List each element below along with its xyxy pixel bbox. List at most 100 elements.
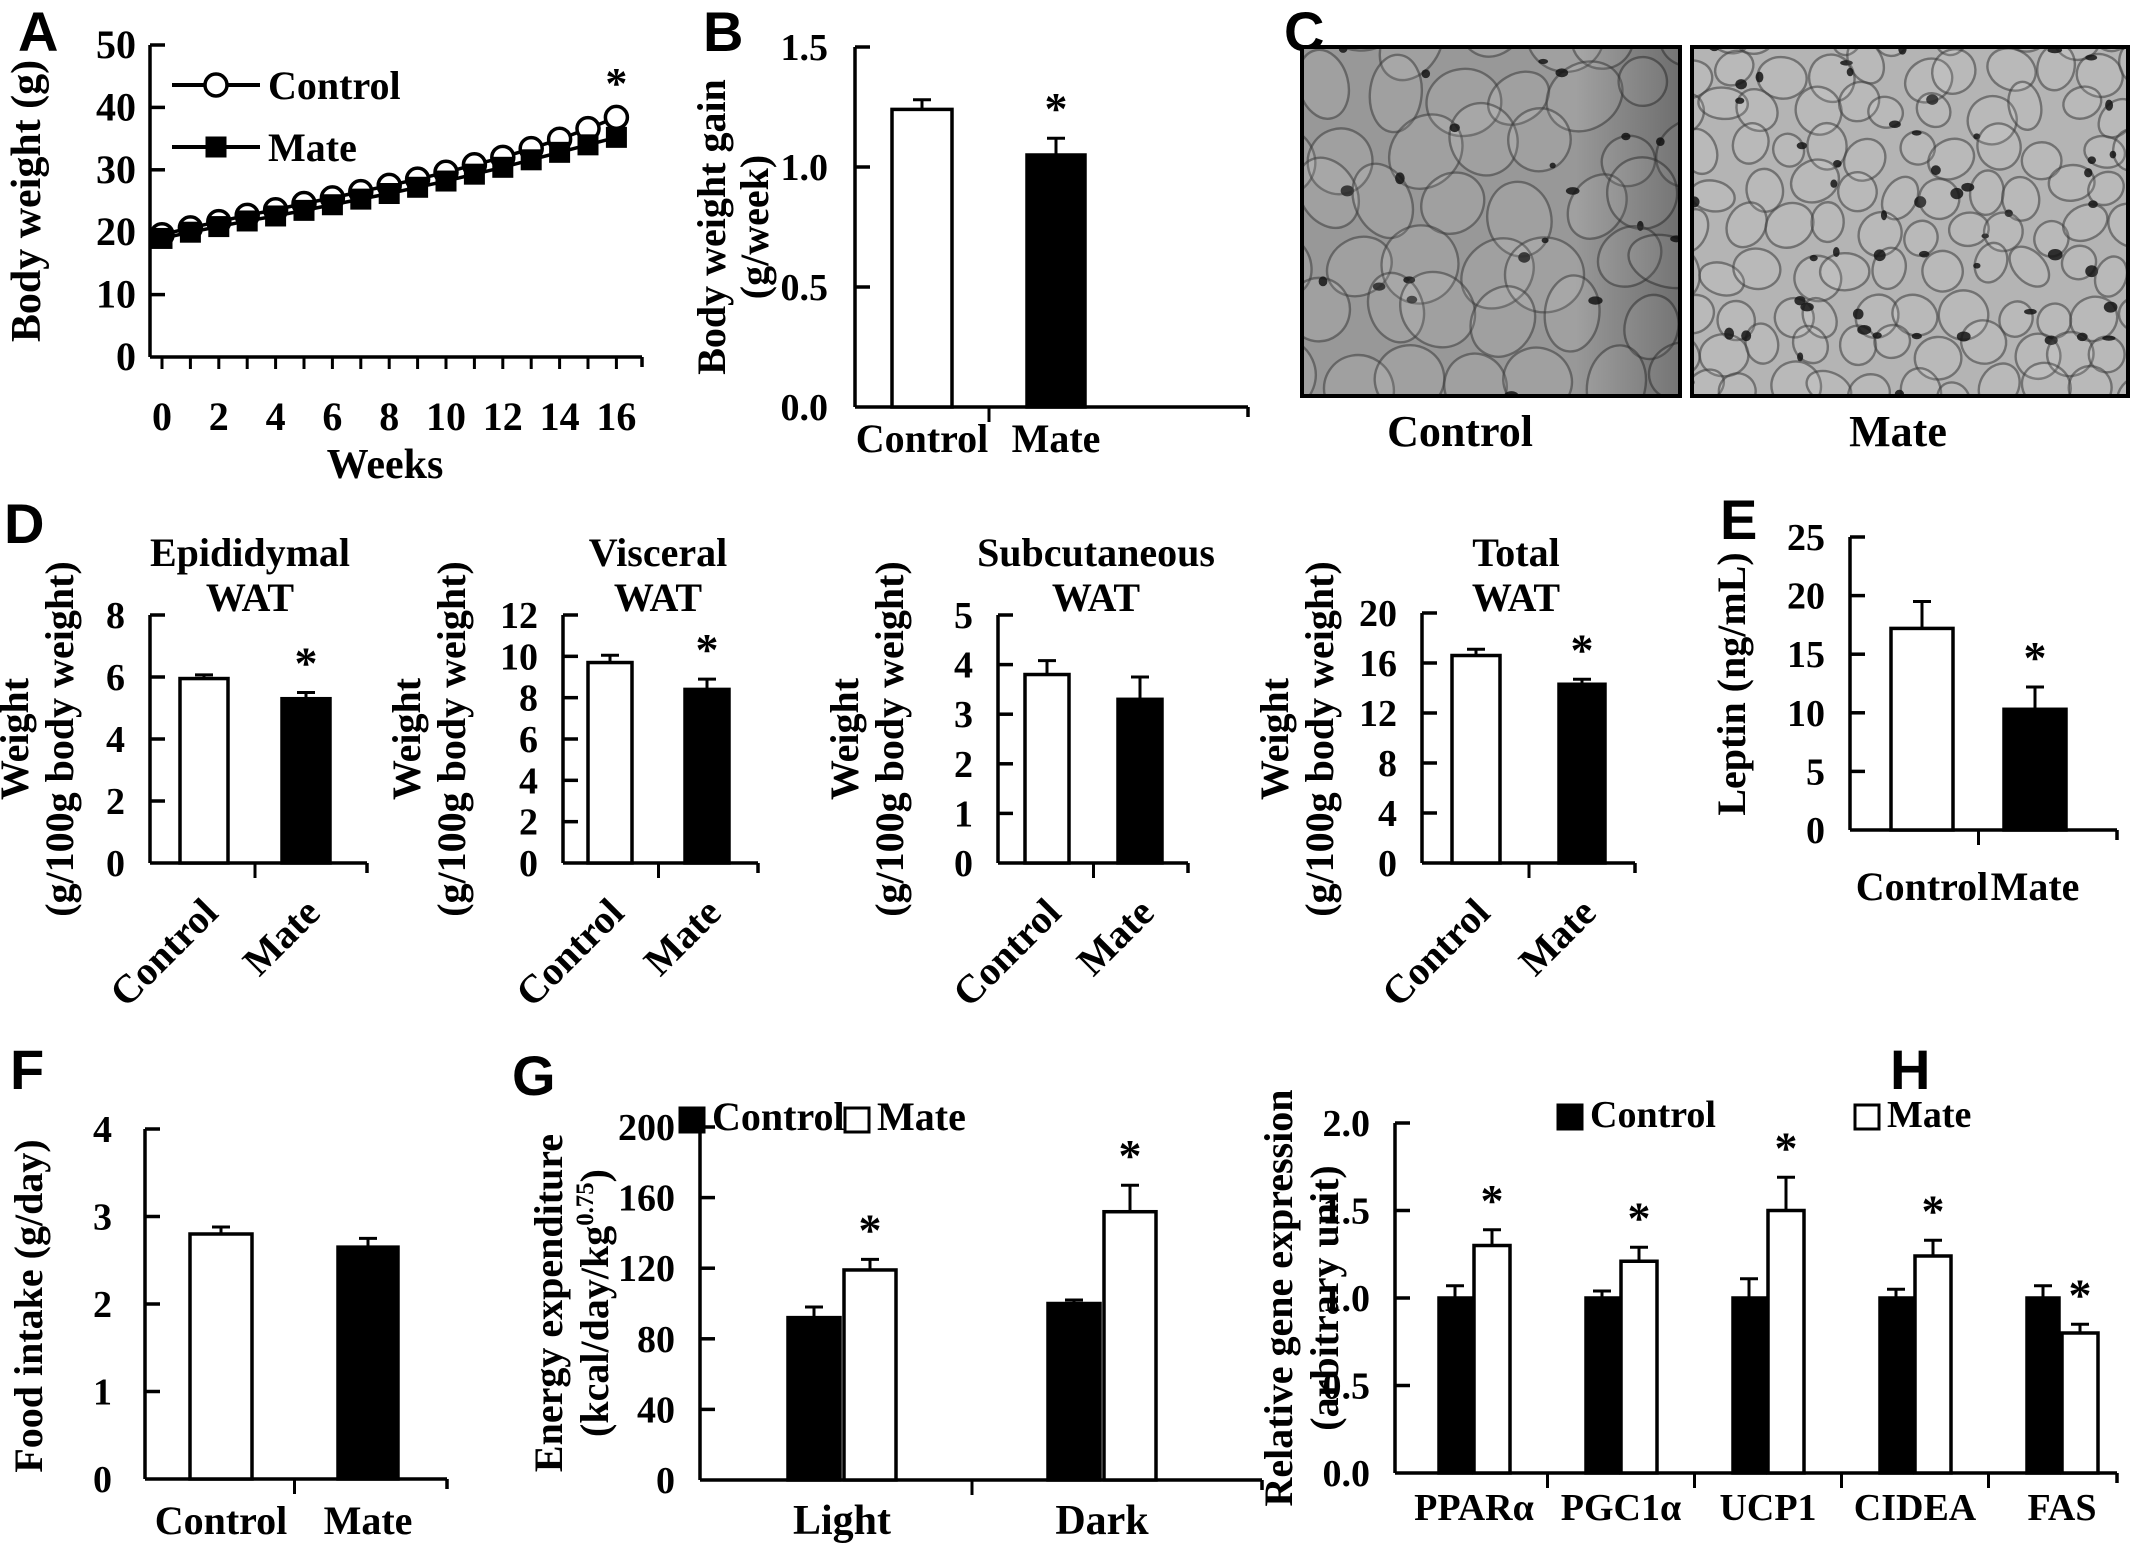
svg-text:PGC1α: PGC1α (1561, 1487, 1681, 1529)
svg-text:*: * (1628, 1192, 1651, 1243)
panel-label-e: E (1720, 488, 1758, 551)
panel-label-a: A (18, 0, 59, 63)
histology-label-mate: Mate (1849, 407, 1947, 456)
svg-text:0: 0 (656, 1460, 675, 1502)
svg-text:Weight: Weight (1252, 677, 1297, 800)
svg-text:Weight: Weight (822, 677, 867, 800)
svg-text:Mate: Mate (324, 1498, 413, 1543)
svg-text:*: * (859, 1204, 882, 1255)
svg-text:*: * (1045, 83, 1068, 134)
svg-text:(g/100g body weight): (g/100g body weight) (429, 561, 474, 917)
svg-text:Mate: Mate (1887, 1094, 1971, 1136)
svg-text:Weeks: Weeks (327, 442, 444, 488)
svg-text:FAS: FAS (2028, 1487, 2097, 1529)
svg-text:4: 4 (266, 394, 286, 439)
svg-text:*: * (1922, 1185, 1945, 1236)
svg-text:2: 2 (954, 744, 973, 786)
svg-text:Mate: Mate (268, 125, 357, 170)
svg-text:Weight: Weight (384, 677, 429, 800)
svg-text:0: 0 (519, 843, 538, 885)
svg-text:(g/100g body weight): (g/100g body weight) (1297, 561, 1342, 917)
svg-text:2: 2 (93, 1284, 112, 1326)
svg-text:*: * (1481, 1175, 1504, 1226)
svg-text:3: 3 (93, 1197, 112, 1239)
svg-text:12: 12 (483, 394, 523, 439)
svg-text:0.0: 0.0 (1323, 1453, 1371, 1495)
chart-panel-f: Food intake (g/day) 0 1 2 3 4 Control Mate (6, 1109, 449, 1543)
svg-text:CIDEA: CIDEA (1854, 1487, 1977, 1529)
svg-text:Epididymal: Epididymal (150, 530, 350, 575)
svg-text:40: 40 (96, 84, 136, 129)
svg-text:*: * (1119, 1130, 1142, 1181)
svg-text:WAT: WAT (206, 575, 294, 620)
svg-text:1.0: 1.0 (781, 147, 829, 189)
svg-text:0: 0 (116, 334, 136, 379)
svg-text:1: 1 (954, 793, 973, 835)
svg-text:*: * (2024, 632, 2047, 683)
svg-text:Food intake (g/day): Food intake (g/day) (6, 1139, 51, 1472)
svg-text:Control: Control (944, 890, 1070, 1016)
svg-text:(arbitrary unit): (arbitrary unit) (1302, 1165, 1347, 1431)
svg-text:PPARα: PPARα (1414, 1487, 1534, 1529)
svg-text:0: 0 (93, 1459, 112, 1501)
svg-text:Total: Total (1472, 530, 1559, 575)
histology-image-mate (1690, 45, 2130, 398)
svg-text:Weight: Weight (0, 677, 37, 800)
svg-text:Relative gene expression: Relative gene expression (1256, 1090, 1301, 1507)
svg-text:1.5: 1.5 (781, 27, 829, 69)
svg-text:10: 10 (500, 636, 538, 678)
svg-text:16: 16 (596, 394, 636, 439)
svg-text:Control: Control (1856, 864, 1989, 909)
chart-panel-g: Energy expenditure (kcal/day/kg0.75) 0 40 80… (526, 1094, 1264, 1544)
svg-text:WAT: WAT (1472, 575, 1560, 620)
svg-text:Control: Control (1373, 890, 1499, 1016)
panel-label-f: F (10, 1038, 45, 1101)
svg-text:8: 8 (379, 394, 399, 439)
svg-text:16: 16 (1359, 643, 1397, 685)
svg-text:0: 0 (954, 843, 973, 885)
svg-text:Mate: Mate (1068, 890, 1163, 985)
svg-text:0: 0 (1806, 810, 1825, 852)
svg-text:*: * (605, 59, 627, 108)
svg-text:0: 0 (106, 843, 125, 885)
svg-text:Leptin (ng/mL): Leptin (ng/mL) (1709, 552, 1754, 815)
svg-text:*: * (696, 624, 719, 675)
svg-text:4: 4 (519, 760, 538, 802)
svg-text:*: * (295, 638, 318, 689)
svg-text:6: 6 (519, 719, 538, 761)
svg-text:12: 12 (1359, 693, 1397, 735)
svg-text:(g/100g body weight): (g/100g body weight) (867, 561, 912, 917)
svg-text:40: 40 (637, 1389, 675, 1431)
svg-text:4: 4 (93, 1109, 112, 1151)
svg-text:8: 8 (1378, 743, 1397, 785)
svg-text:20: 20 (96, 209, 136, 254)
svg-text:Control: Control (268, 63, 401, 108)
svg-text:120: 120 (618, 1248, 675, 1290)
svg-text:2: 2 (106, 781, 125, 823)
svg-text:Mate: Mate (877, 1094, 966, 1139)
chart-panel-h: Relative gene expression (arbitrary unit)… (1256, 1090, 2119, 1529)
svg-text:12: 12 (500, 595, 538, 637)
chart-panel-b: Body weight gain(g/week) 0.0 0.5 1.0 1.5 Cont… (689, 27, 1250, 461)
svg-text:0.5: 0.5 (1323, 1366, 1371, 1408)
svg-text:20: 20 (1359, 593, 1397, 635)
svg-text:0.0: 0.0 (781, 387, 829, 429)
svg-text:15: 15 (1787, 634, 1825, 676)
svg-text:0: 0 (152, 394, 172, 439)
svg-text:Control: Control (101, 890, 227, 1016)
svg-text:Body weight (g): Body weight (g) (4, 60, 50, 342)
svg-text:4: 4 (106, 719, 125, 761)
svg-text:Mate: Mate (635, 890, 730, 985)
svg-text:6: 6 (322, 394, 342, 439)
svg-text:8: 8 (519, 678, 538, 720)
svg-text:(g/week): (g/week) (732, 155, 777, 299)
svg-text:WAT: WAT (1052, 575, 1140, 620)
svg-text:10: 10 (426, 394, 466, 439)
svg-text:80: 80 (637, 1319, 675, 1361)
svg-text:1.0: 1.0 (1323, 1278, 1371, 1320)
